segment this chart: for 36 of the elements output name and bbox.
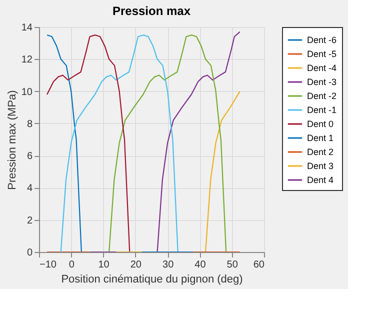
line-series [108, 34, 227, 252]
legend-label: Dent -5 [307, 49, 337, 59]
y-tick-label: 4 [26, 183, 33, 194]
x-axis-title: Position cinématique du pignon (deg) [61, 274, 243, 286]
x-tick-label: 20 [130, 260, 142, 270]
x-tick-label: −10 [40, 260, 57, 270]
x-tick-label: 60 [253, 260, 265, 270]
line-series [204, 90, 240, 252]
y-axis-title: Pression max (MPa) [6, 90, 18, 190]
legend-label: Dent -1 [307, 105, 337, 115]
x-tick-label: 40 [194, 260, 206, 270]
legend-label: Dent 0 [307, 119, 334, 129]
y-tick-label: 2 [26, 215, 33, 226]
line-series [60, 34, 178, 252]
x-tick-label: 0 [68, 260, 75, 270]
legend-label: Dent 3 [307, 161, 334, 171]
legend-label: Dent 4 [307, 175, 334, 185]
line-series [156, 31, 240, 252]
y-tick-label: 6 [26, 151, 33, 162]
x-tick-label: 30 [162, 260, 174, 270]
y-tick-label: 8 [26, 118, 33, 130]
y-tick-label: 12 [21, 54, 33, 66]
legend-label: Dent -2 [307, 91, 337, 101]
legend-label: Dent 2 [307, 147, 334, 157]
x-tick-label: 10 [98, 260, 110, 270]
line-series [46, 34, 130, 252]
y-tick-label: 0 [26, 248, 33, 258]
legend-label: Dent -3 [307, 77, 337, 87]
legend-label: Dent 1 [307, 133, 334, 143]
legend-label: Dent -6 [307, 35, 337, 45]
legend-label: Dent -4 [307, 63, 337, 73]
x-tick-label: 50 [226, 260, 238, 270]
y-tick-label: 14 [21, 22, 33, 34]
y-tick-label: 10 [21, 86, 33, 98]
chart-title: Pression max [112, 4, 191, 18]
line-series [46, 34, 82, 252]
